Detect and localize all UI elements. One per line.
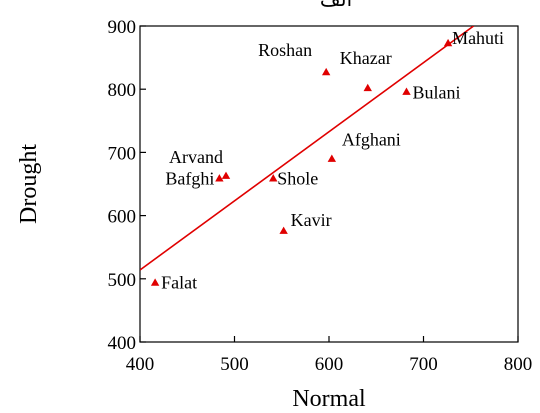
data-point-marker bbox=[279, 226, 288, 234]
regression-line-group bbox=[140, 26, 475, 271]
y-tick-label: 700 bbox=[108, 143, 137, 164]
y-tick-label: 400 bbox=[108, 333, 137, 354]
data-point-label: Kavir bbox=[291, 210, 332, 230]
data-points-group: Mahuti Roshan Khazar Bulani Afghani ArvandBaf… bbox=[150, 28, 504, 293]
data-point-marker bbox=[215, 174, 224, 182]
y-tick-label: 500 bbox=[108, 270, 137, 291]
regression-line bbox=[140, 26, 475, 271]
data-point-marker bbox=[402, 87, 411, 95]
x-tick-label: 500 bbox=[220, 354, 249, 375]
data-point-marker bbox=[321, 67, 331, 76]
chart-title: الف bbox=[320, 0, 352, 11]
data-point-marker bbox=[327, 154, 337, 162]
x-tick-label: 600 bbox=[315, 354, 344, 375]
y-tick-label: 600 bbox=[108, 207, 137, 228]
x-axis-ticks: 400 500 600 700 800 bbox=[126, 336, 533, 375]
data-point-label: Arvand bbox=[169, 147, 223, 167]
y-axis-ticks: 400 500 600 700 800 900 bbox=[108, 17, 146, 354]
data-point-marker bbox=[221, 171, 231, 179]
x-axis-title: Normal bbox=[292, 386, 366, 412]
data-point-marker bbox=[269, 174, 278, 182]
data-point-label: Khazar bbox=[340, 48, 392, 68]
data-point-label: Shole bbox=[277, 168, 318, 188]
data-point-marker bbox=[363, 83, 372, 92]
data-point-label: Bulani bbox=[412, 83, 460, 103]
data-point-label: Mahuti bbox=[452, 28, 504, 48]
data-point-label: Falat bbox=[161, 273, 197, 293]
x-tick-label: 400 bbox=[126, 354, 155, 375]
data-point-marker bbox=[150, 278, 160, 286]
y-tick-label: 800 bbox=[108, 80, 137, 101]
y-tick-label: 900 bbox=[108, 17, 137, 38]
y-axis-title: Drought bbox=[16, 144, 42, 224]
data-point-label: Afghani bbox=[342, 130, 401, 150]
data-point-marker bbox=[443, 38, 453, 47]
data-point-label: Roshan bbox=[258, 40, 312, 60]
x-tick-label: 700 bbox=[409, 354, 438, 375]
x-tick-label: 800 bbox=[504, 354, 533, 375]
data-point-label: Bafghi bbox=[165, 168, 214, 188]
